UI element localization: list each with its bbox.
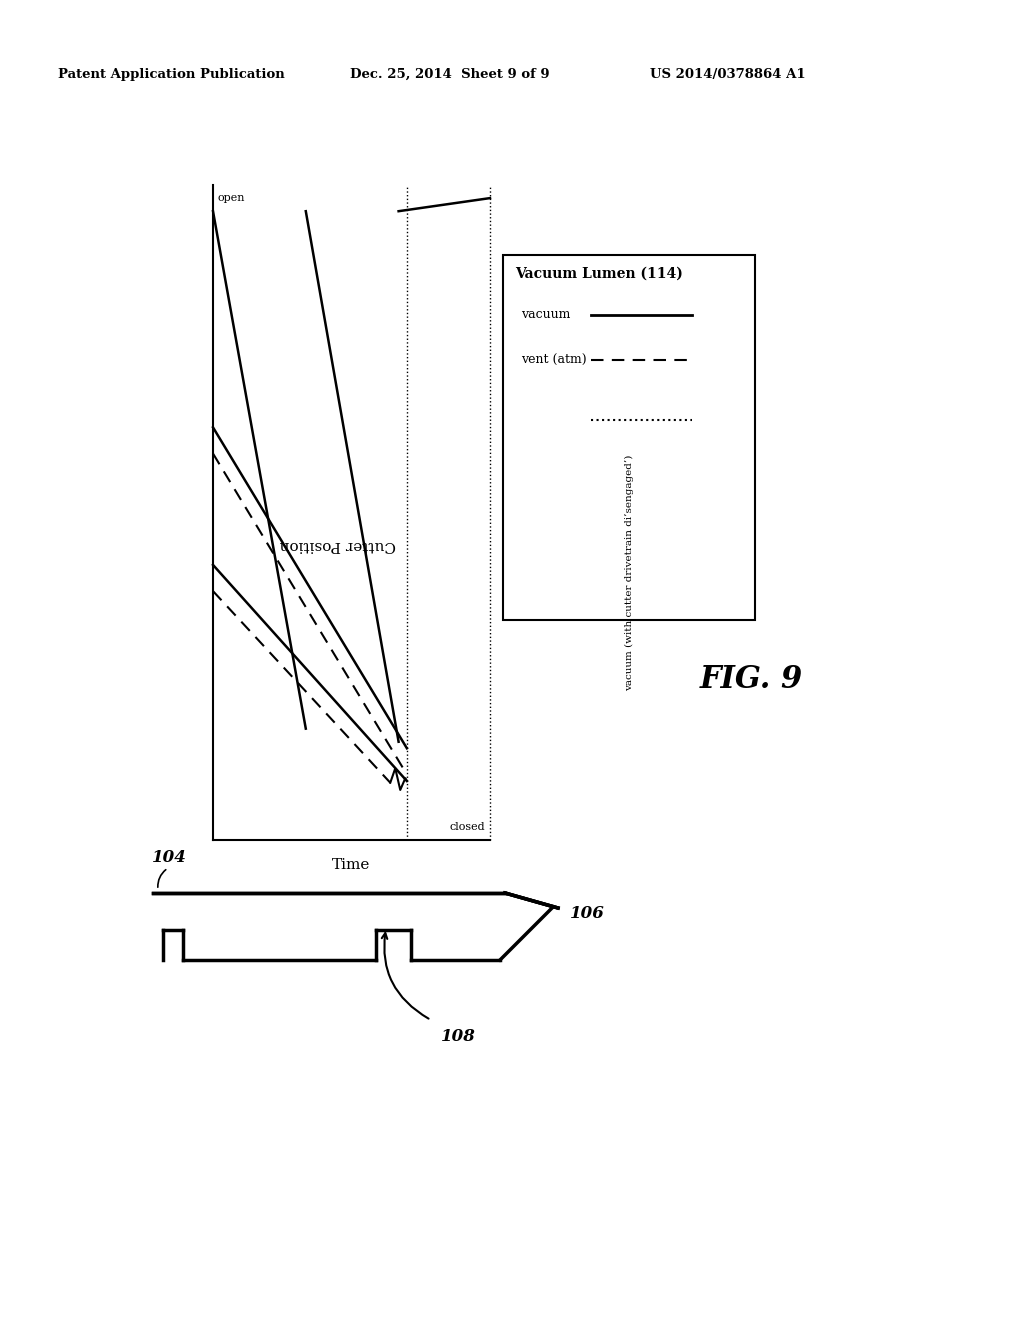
Text: Patent Application Publication: Patent Application Publication <box>58 69 285 81</box>
Text: US 2014/0378864 A1: US 2014/0378864 A1 <box>650 69 806 81</box>
Text: Time: Time <box>333 858 371 873</box>
Text: 106: 106 <box>570 904 605 921</box>
Text: Vacuum Lumen (114): Vacuum Lumen (114) <box>515 267 683 281</box>
Text: Dec. 25, 2014  Sheet 9 of 9: Dec. 25, 2014 Sheet 9 of 9 <box>350 69 550 81</box>
Text: vent (atm): vent (atm) <box>521 354 587 367</box>
Text: 104: 104 <box>152 850 186 866</box>
Text: FIG. 9: FIG. 9 <box>700 664 803 696</box>
Text: vacuum: vacuum <box>521 309 570 322</box>
Text: 108: 108 <box>441 1028 476 1045</box>
FancyBboxPatch shape <box>503 255 755 620</box>
Text: Cutter Position: Cutter Position <box>280 539 396 552</box>
Text: vacuum (with cutter drivetrain di’sengaged’): vacuum (with cutter drivetrain di’sengag… <box>625 455 634 692</box>
Text: open: open <box>218 193 246 203</box>
Text: closed: closed <box>450 822 485 832</box>
